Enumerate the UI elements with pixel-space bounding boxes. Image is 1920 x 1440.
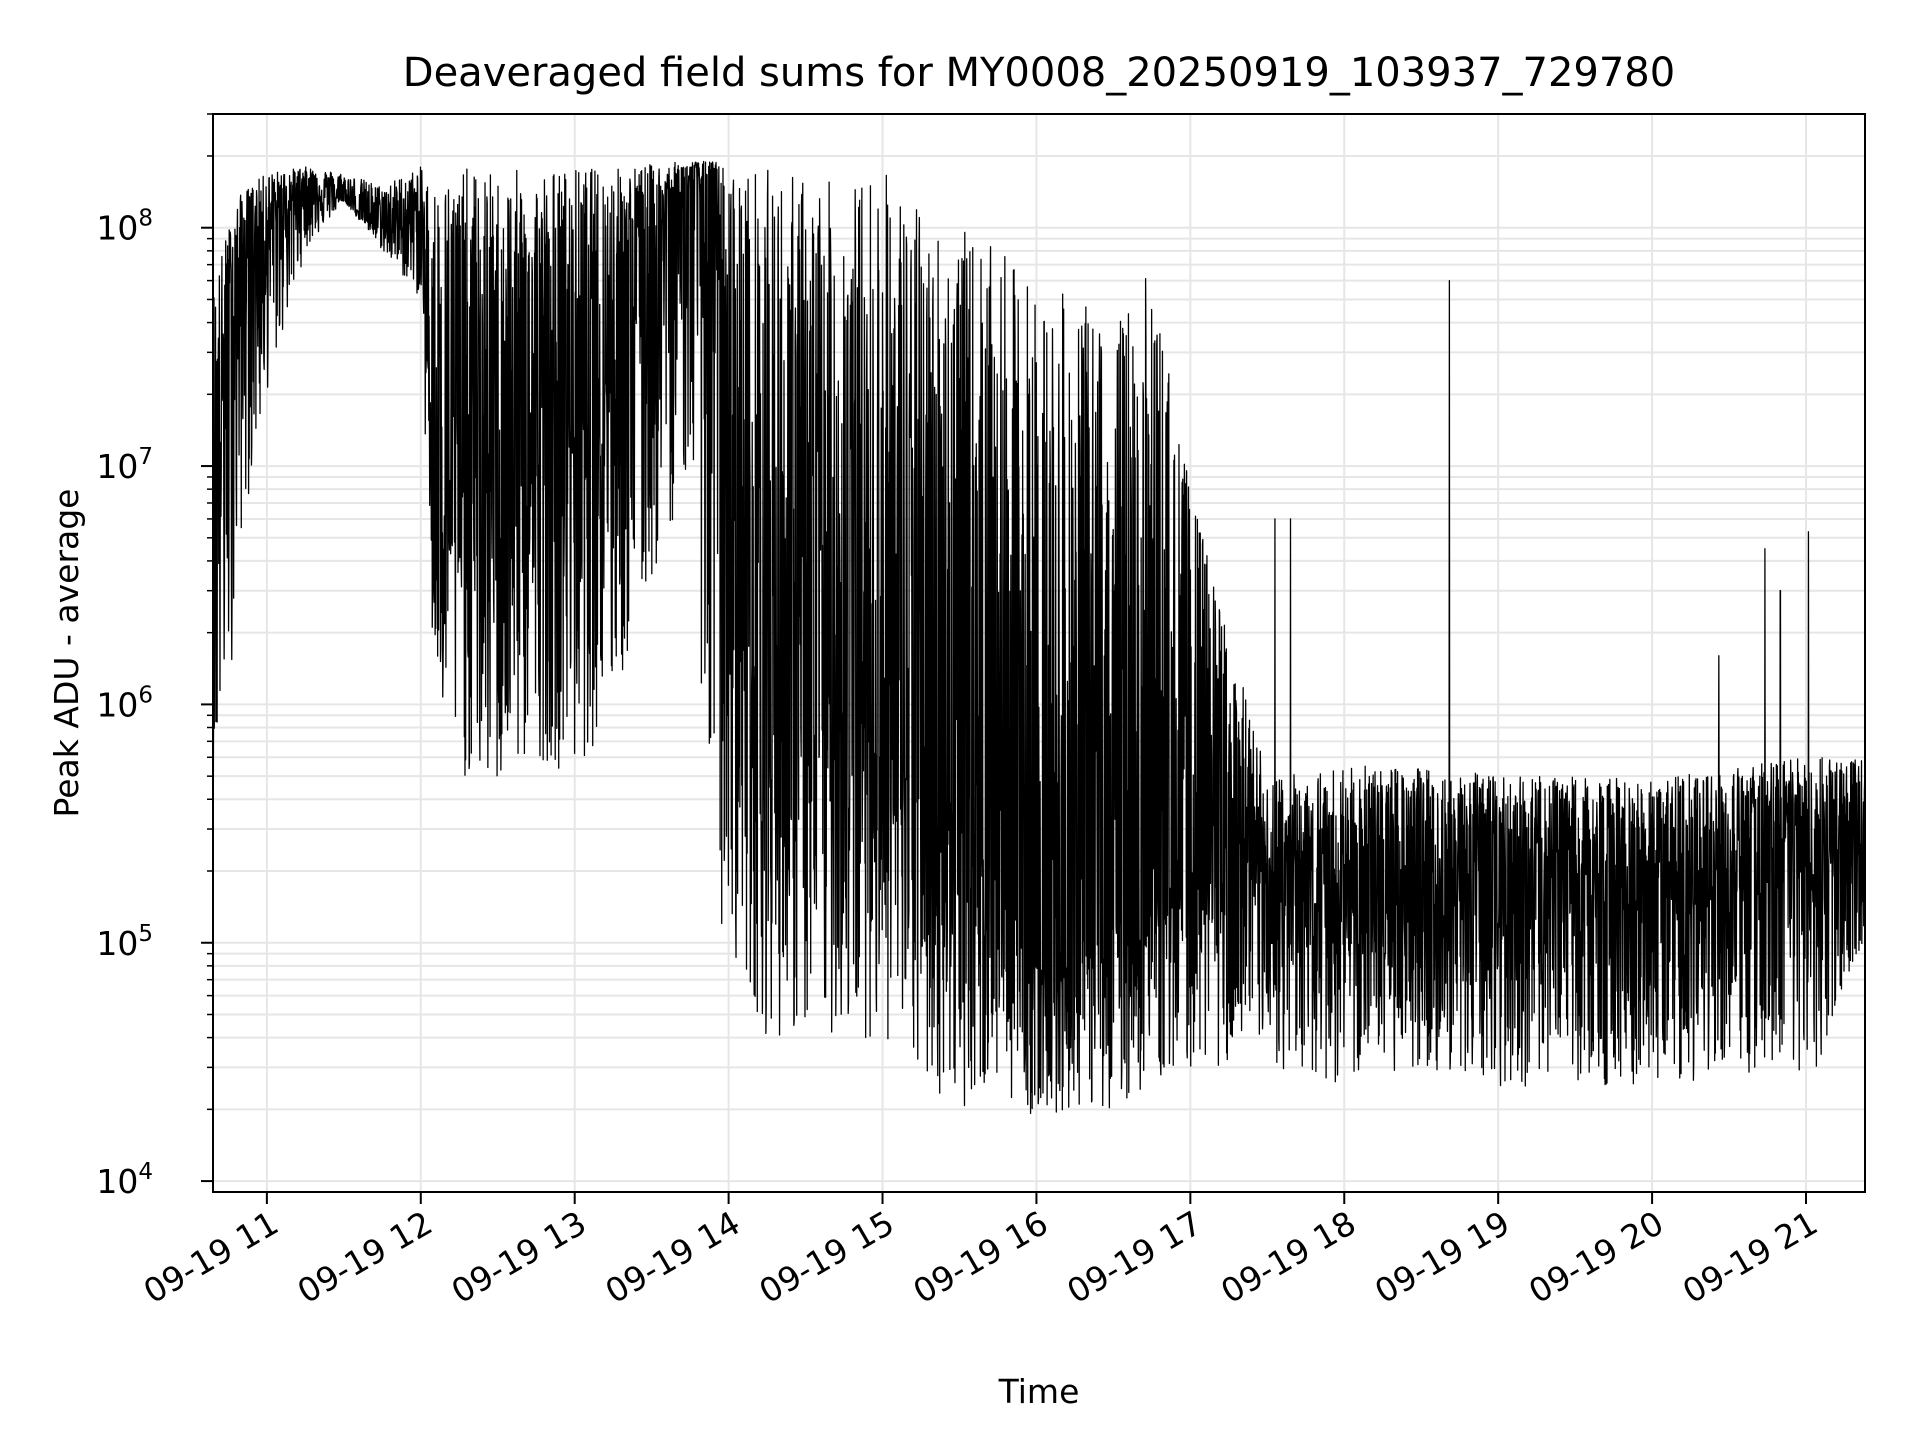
x-axis-label: Time	[998, 1372, 1080, 1411]
y-tick-base: 10	[96, 209, 138, 248]
y-tick-exponent: 8	[138, 206, 153, 232]
data-series-line	[212, 160, 1866, 1115]
y-tick-base: 10	[96, 447, 138, 486]
y-tick-base: 10	[96, 685, 138, 724]
y-tick-base: 10	[96, 1162, 138, 1201]
y-tick-label: 105	[96, 921, 153, 963]
y-tick-label: 108	[96, 206, 153, 248]
y-tick-base: 10	[96, 924, 138, 963]
y-tick-label: 104	[96, 1159, 153, 1201]
y-axis-label: Peak ADU - average	[47, 489, 86, 818]
y-tick-exponent: 5	[138, 921, 153, 947]
y-tick-label: 107	[96, 444, 153, 486]
y-tick-exponent: 7	[138, 444, 153, 470]
chart-title: Deaveraged field sums for MY0008_2025091…	[403, 50, 1675, 96]
series-trace	[212, 160, 1866, 1115]
y-tick-exponent: 6	[138, 682, 153, 708]
plot-frame	[212, 113, 1866, 1193]
y-tick-exponent: 4	[138, 1159, 153, 1185]
y-tick-label: 106	[96, 682, 153, 724]
